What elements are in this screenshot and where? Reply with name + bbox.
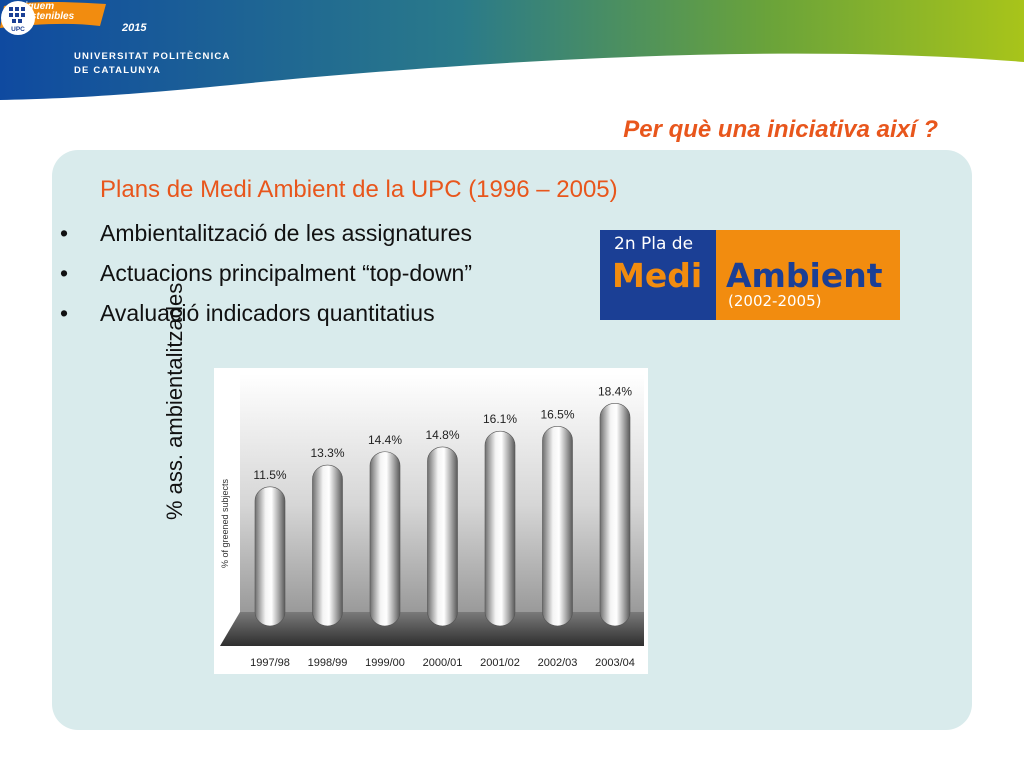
upc-logo-icon: UPC xyxy=(1,1,35,35)
bullet-text: Actuacions principalment “top-down” xyxy=(100,260,473,286)
value-labels-group: 11.5% 13.3% 14.4% 14.8% 16.1% 16.5% 18.4% xyxy=(253,384,632,481)
x-tick-label: 2003/04 xyxy=(595,657,635,669)
header-background xyxy=(0,0,1024,100)
x-tick-label: 1999/00 xyxy=(365,657,405,669)
bars-group xyxy=(254,403,631,627)
x-tick-label: 1997/98 xyxy=(250,657,290,669)
bullet-item: • Ambientalització de les assignatures xyxy=(60,218,472,258)
slide-subtitle: Plans de Medi Ambient de la UPC (1996 – … xyxy=(100,176,618,203)
pla-logo-word2: Ambient xyxy=(726,256,883,295)
chart-y-axis-label: % of greened subjects xyxy=(220,478,230,568)
value-label: 13.3% xyxy=(310,446,344,460)
bullet-symbol: • xyxy=(60,220,69,246)
bar-2002/03 xyxy=(542,426,573,627)
x-tick-label: 2000/01 xyxy=(423,657,463,669)
pla-logo-line1: 2n Pla de xyxy=(614,234,694,254)
bullet-item: • Avaluació indicadors quantitatius xyxy=(60,298,472,338)
bullet-text: Avaluació indicadors quantitatius xyxy=(100,300,435,326)
bullet-symbol: • xyxy=(60,300,69,326)
bar-2001/02 xyxy=(484,430,516,627)
value-label: 14.8% xyxy=(425,428,459,442)
pla-logo-word1: Medi xyxy=(612,256,703,295)
bullet-list: • Ambientalització de les assignatures • A… xyxy=(60,218,472,338)
pla-logo-left: 2n Pla de Medi xyxy=(600,230,716,320)
x-tick-label: 2001/02 xyxy=(480,657,520,669)
bar-chart-svg: % of greened subjects 11.5% 13.3% 14.4% 14.… xyxy=(214,368,648,674)
value-label: 16.1% xyxy=(483,412,517,426)
header-band: Siguem Sostenibles 2015 UPC UNIVERSITAT … xyxy=(0,0,1024,110)
outer-y-axis-label: % ass. ambientalitzades xyxy=(162,282,187,520)
badge-year: 2015 xyxy=(122,22,147,34)
logo-letters: UPC xyxy=(11,26,25,33)
slide-title: Per què una iniciativa així ? xyxy=(623,116,938,143)
pla-logo-years: (2002-2005) xyxy=(728,292,822,310)
x-tick-label: 2002/03 xyxy=(538,657,578,669)
value-label: 14.4% xyxy=(368,433,402,447)
badge-text: Siguem Sostenibles xyxy=(18,2,74,22)
value-label: 18.4% xyxy=(598,384,632,398)
x-tick-label: 1998/99 xyxy=(308,657,348,669)
pla-logo-right: Ambient (2002-2005) xyxy=(716,230,900,320)
bullet-symbol: • xyxy=(60,260,69,286)
bullet-text: Ambientalització de les assignatures xyxy=(100,220,473,246)
value-label: 16.5% xyxy=(540,407,574,421)
bar-2000/01 xyxy=(427,446,458,627)
bar-chart: % of greened subjects 11.5% 13.3% 14.4% 14.… xyxy=(214,368,648,674)
pla-medi-ambient-logo: 2n Pla de Medi Ambient (2002-2005) xyxy=(600,230,900,320)
university-line2: DE CATALUNYA xyxy=(74,65,162,76)
bullet-item: • Actuacions principalment “top-down” xyxy=(60,258,472,298)
bar-1999/00 xyxy=(369,451,401,627)
university-name: UNIVERSITAT POLITÈCNICA DE CATALUNYA xyxy=(74,50,231,78)
badge-line1: Siguem xyxy=(18,1,55,12)
bar-1997/98 xyxy=(254,486,286,627)
badge-line2: Sostenibles xyxy=(18,11,75,22)
x-tick-labels-group: 1997/98 1998/99 1999/00 2000/01 2001/02 2002/… xyxy=(250,657,635,669)
bar-2003/04 xyxy=(599,403,631,627)
university-line1: UNIVERSITAT POLITÈCNICA xyxy=(74,51,231,62)
value-label: 11.5% xyxy=(253,468,286,482)
bar-1998/99 xyxy=(312,464,343,627)
